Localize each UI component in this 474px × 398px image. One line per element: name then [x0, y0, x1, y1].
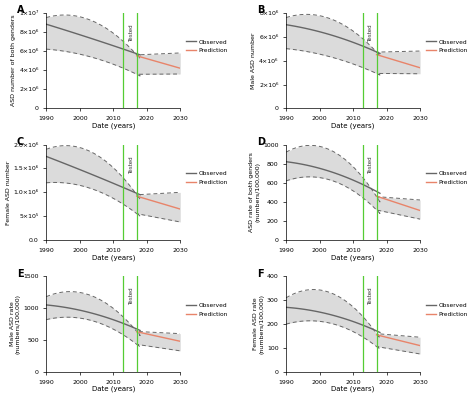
- Text: E: E: [17, 269, 24, 279]
- Y-axis label: Female ASD number: Female ASD number: [6, 160, 10, 224]
- Text: Tested: Tested: [368, 288, 374, 305]
- X-axis label: Date (years): Date (years): [331, 123, 375, 129]
- Legend: Observed, Prediction: Observed, Prediction: [426, 39, 468, 53]
- X-axis label: Date (years): Date (years): [91, 386, 135, 392]
- X-axis label: Date (years): Date (years): [331, 386, 375, 392]
- Legend: Observed, Prediction: Observed, Prediction: [426, 171, 468, 185]
- Text: Tested: Tested: [128, 288, 134, 305]
- Legend: Observed, Prediction: Observed, Prediction: [186, 171, 228, 185]
- Text: Tested: Tested: [128, 24, 134, 42]
- Y-axis label: ASD rate of both genders
(numbers/100,000): ASD rate of both genders (numbers/100,00…: [249, 152, 260, 232]
- Text: A: A: [17, 5, 24, 15]
- X-axis label: Date (years): Date (years): [331, 254, 375, 261]
- Legend: Observed, Prediction: Observed, Prediction: [186, 303, 228, 316]
- X-axis label: Date (years): Date (years): [91, 254, 135, 261]
- X-axis label: Date (years): Date (years): [91, 123, 135, 129]
- Y-axis label: ASD number of both genders: ASD number of both genders: [11, 15, 17, 106]
- Legend: Observed, Prediction: Observed, Prediction: [186, 39, 228, 53]
- Legend: Observed, Prediction: Observed, Prediction: [426, 303, 468, 316]
- Text: Tested: Tested: [368, 156, 374, 174]
- Text: C: C: [17, 137, 24, 147]
- Text: Tested: Tested: [128, 156, 134, 174]
- Y-axis label: Male ASD number: Male ASD number: [251, 32, 256, 89]
- Text: F: F: [257, 269, 264, 279]
- Text: B: B: [257, 5, 264, 15]
- Y-axis label: Female ASD rate
(numbers/100,000): Female ASD rate (numbers/100,000): [253, 294, 264, 354]
- Y-axis label: Male ASD rate
(numbers/100,000): Male ASD rate (numbers/100,000): [9, 294, 20, 354]
- Text: Tested: Tested: [368, 24, 374, 42]
- Text: D: D: [257, 137, 264, 147]
